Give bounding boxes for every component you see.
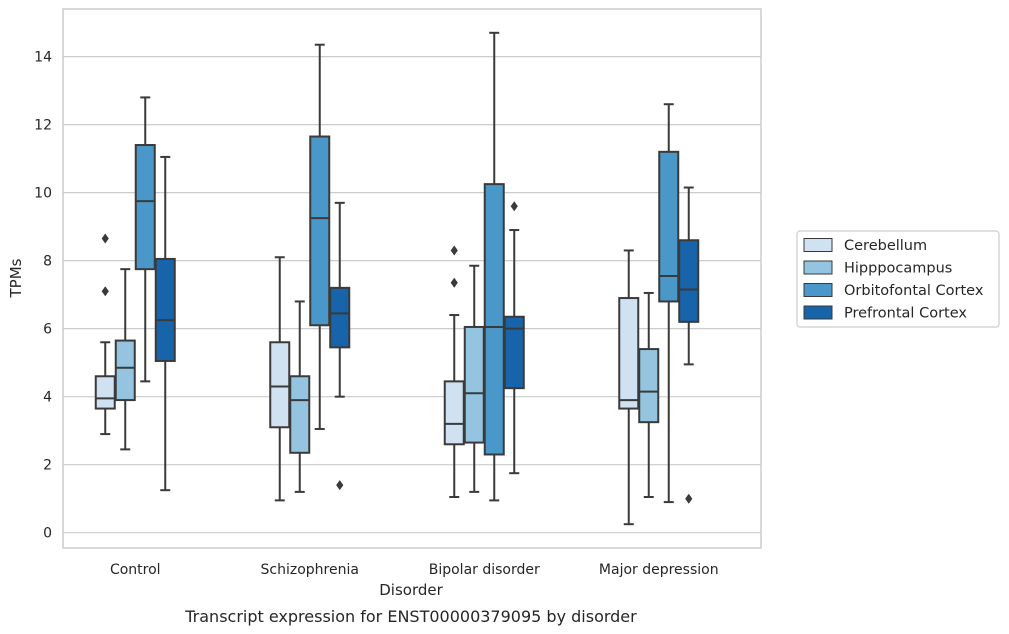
box-orbitofontal-cortex: [134, 96, 156, 383]
box-prefrontal-cortex: [154, 155, 176, 492]
legend-label: Orbitofontal Cortex: [844, 283, 984, 299]
box-iqr: [678, 239, 700, 323]
legend-label: Cerebellum: [844, 238, 927, 254]
legend-item: Prefrontal Cortex: [803, 305, 967, 322]
box-prefrontal-cortex: [329, 201, 351, 491]
box-cerebellum: [443, 245, 465, 498]
y-tick-label: 14: [34, 50, 52, 66]
legend-label: Prefrontal Cortex: [844, 306, 967, 322]
box-cerebellum: [618, 249, 640, 526]
box-hipppocampus: [638, 291, 660, 498]
legend-label: Hipppocampus: [844, 261, 952, 277]
y-tick-label: 12: [34, 118, 52, 134]
box-hipppocampus: [289, 300, 311, 493]
legend-item: Cerebellum: [803, 238, 927, 254]
box-iqr: [443, 380, 465, 446]
grid-lines: [63, 56, 761, 534]
box-iqr: [638, 348, 660, 424]
y-tick-label: 8: [43, 254, 52, 270]
y-axis-label: TPMs: [7, 258, 25, 298]
legend-swatch: [803, 238, 833, 252]
legend-swatch: [803, 305, 833, 320]
box-iqr: [463, 325, 485, 444]
x-tick-label: Schizophrenia: [261, 562, 359, 578]
box-iqr: [114, 339, 136, 402]
legend-swatch: [803, 260, 833, 275]
x-tick-label: Control: [110, 562, 161, 578]
y-tick-label: 6: [43, 322, 52, 338]
x-tick-label: Bipolar disorder: [429, 562, 540, 578]
box-iqr: [503, 315, 525, 390]
x-axis-label: Disorder: [379, 581, 443, 599]
box-orbitofontal-cortex: [483, 31, 505, 502]
box-orbitofontal-cortex: [658, 103, 680, 504]
box-hipppocampus: [463, 264, 485, 493]
box-cerebellum: [269, 256, 291, 502]
outlier-point: [101, 286, 109, 297]
outlier-point: [101, 233, 109, 244]
x-tick-labels: Control Schizophrenia Bipolar disorder Majo…: [110, 562, 719, 578]
y-tick-label: 4: [43, 390, 52, 406]
x-tick-label: Major depression: [599, 562, 719, 578]
box-orbitofontal-cortex: [309, 43, 331, 430]
box-iqr: [289, 375, 311, 454]
outlier-point: [510, 201, 518, 212]
box-iqr: [658, 150, 680, 303]
legend-item: Hipppocampus: [803, 260, 952, 277]
legend-swatch: [803, 283, 833, 297]
box-iqr: [269, 341, 291, 429]
chart-caption: Transcript expression for ENST0000037909…: [184, 607, 637, 626]
box-iqr: [329, 286, 351, 349]
box-iqr: [94, 375, 116, 410]
plot-frame: [62, 8, 762, 549]
y-tick-label: 2: [43, 458, 52, 474]
box-prefrontal-cortex: [503, 201, 525, 475]
outlier-point: [450, 245, 458, 256]
y-tick-labels: 0 2 4 6 8 10 12 14: [34, 50, 52, 542]
box-prefrontal-cortex: [678, 186, 700, 504]
box-hipppocampus: [114, 268, 136, 451]
box-iqr: [134, 144, 156, 271]
box-iqr: [154, 257, 176, 362]
outlier-point: [685, 493, 693, 504]
box-iqr: [309, 135, 331, 327]
legend: Cerebellum Hipppocampus Orbitofontal Corte…: [796, 230, 1000, 328]
legend-item: Orbitofontal Cortex: [803, 283, 984, 299]
legend-frame: [796, 230, 1000, 328]
y-tick-label: 0: [43, 526, 52, 542]
y-tick-label: 10: [34, 186, 52, 202]
outlier-point: [450, 277, 458, 288]
outlier-point: [336, 480, 344, 491]
box-series: [94, 31, 700, 526]
box-iqr: [483, 183, 505, 456]
box-cerebellum: [94, 233, 116, 436]
box-iqr: [618, 297, 640, 410]
